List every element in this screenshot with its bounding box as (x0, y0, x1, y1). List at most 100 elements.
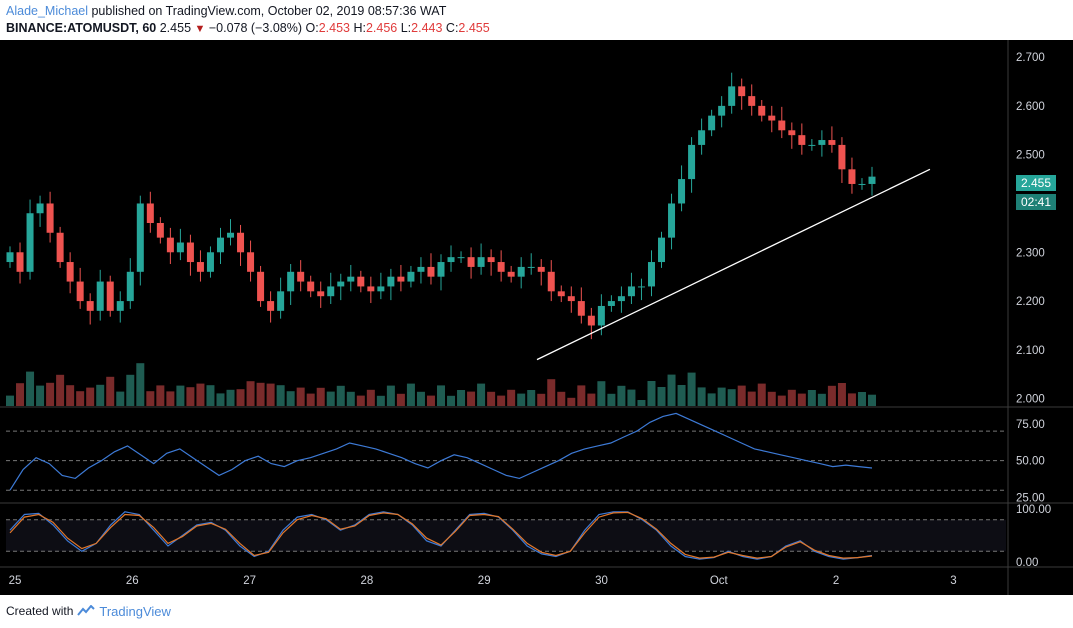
candle-body (567, 296, 575, 302)
volume-bar (607, 393, 616, 406)
candle-body (658, 237, 666, 263)
candle-body (56, 232, 64, 263)
price-chart-svg[interactable]: 2.0002.1002.2002.3002.4002.5002.6002.700… (0, 40, 1073, 595)
tradingview-brand[interactable]: TradingView (99, 603, 171, 619)
volume-bar (807, 390, 816, 406)
candle-body (337, 281, 345, 287)
candle-body (66, 262, 74, 282)
candle-body (206, 252, 214, 272)
candle-body (407, 271, 415, 282)
stoch-tick-label: 100.00 (1016, 504, 1051, 516)
candle-body (186, 242, 194, 263)
candle-body (36, 203, 44, 214)
volume-bar (497, 395, 506, 406)
volume-bar (717, 387, 726, 406)
candle-body (247, 252, 255, 272)
volume-bar (707, 393, 716, 406)
volume-bar (26, 371, 35, 406)
candle-body (537, 266, 545, 272)
open-label: O: (305, 21, 319, 35)
candle-body (708, 115, 716, 131)
candle-body (146, 203, 154, 223)
volume-bar (767, 391, 776, 406)
time-tick-label: 30 (595, 575, 608, 587)
volume-bar (116, 391, 125, 406)
last-price-badge (1016, 175, 1056, 191)
author-link[interactable]: Alade_Michael (6, 4, 88, 18)
time-tick-label: 29 (478, 575, 491, 587)
candle-body (417, 266, 425, 272)
volume-bar (587, 393, 596, 406)
candle-body (437, 262, 445, 277)
candle-body (447, 257, 455, 263)
candle-body (257, 271, 265, 302)
high-label: H: (353, 21, 366, 35)
rsi-line (9, 412, 873, 491)
stoch-k-line (9, 511, 873, 560)
candle-body (46, 203, 54, 233)
candle-body (216, 237, 224, 253)
volume-bar (336, 385, 345, 406)
candle-body (427, 266, 435, 277)
candle-body (607, 301, 615, 306)
candle-body (868, 176, 876, 184)
candle-body (26, 213, 34, 272)
chart-area[interactable]: 2.0002.1002.2002.3002.4002.5002.6002.700… (0, 40, 1073, 595)
price-tick-label: 2.500 (1016, 150, 1045, 162)
footer: Created with TradingView (6, 602, 171, 620)
time-tick-label: 2 (833, 575, 839, 587)
volume-bar (868, 394, 876, 406)
candle-body (808, 144, 816, 146)
volume-bar (106, 376, 115, 406)
rsi-tick-label: 25.00 (1016, 493, 1045, 505)
candle-body (196, 262, 204, 272)
volume-bar (356, 395, 365, 406)
price-tick-label: 2.000 (1016, 394, 1045, 406)
time-tick-label: 27 (243, 575, 256, 587)
price-tick-label: 2.200 (1016, 296, 1045, 308)
candle-body (16, 252, 24, 272)
candle-body (597, 305, 605, 326)
volume-bar (366, 389, 375, 406)
candle-body (397, 276, 405, 282)
candle-body (487, 257, 495, 263)
candle-body (758, 105, 766, 116)
volume-bar (517, 393, 526, 406)
volume-bar (96, 384, 105, 406)
volume-bar (6, 395, 14, 406)
volume-bar (76, 391, 85, 406)
publish-line: Alade_Michael published on TradingView.c… (6, 3, 1066, 20)
close-label: C: (445, 21, 459, 35)
price-tick-label: 2.600 (1016, 101, 1045, 113)
volume-bar (527, 390, 536, 406)
candle-body (317, 291, 325, 297)
last-price-badge-text: 2.455 (1021, 176, 1051, 190)
volume-bar (186, 387, 195, 406)
support-trendline (536, 168, 931, 361)
candle-body (728, 86, 736, 106)
volume-bar (777, 395, 786, 406)
candle-body (858, 183, 866, 185)
rsi-tick-label: 75.00 (1016, 419, 1045, 431)
volume-bar (146, 391, 155, 406)
candle-body (76, 281, 84, 302)
volume-bar (477, 383, 486, 406)
candle-body (96, 281, 104, 311)
candle-body (678, 179, 686, 204)
volume-bar (346, 391, 355, 406)
candle-body (277, 291, 285, 311)
candle-body (497, 262, 505, 272)
volume-bar (487, 391, 496, 406)
candle-body (287, 271, 295, 292)
volume-bar (216, 393, 225, 406)
volume-bar (547, 379, 556, 406)
candle-body (788, 130, 796, 136)
candle-body (467, 257, 475, 267)
volume-bar (597, 381, 606, 406)
volume-bar (156, 385, 165, 406)
volume-bar (577, 385, 586, 406)
candle-body (357, 276, 365, 287)
candle-body (647, 262, 655, 287)
volume-bar (46, 382, 55, 406)
volume-bar (747, 391, 756, 406)
